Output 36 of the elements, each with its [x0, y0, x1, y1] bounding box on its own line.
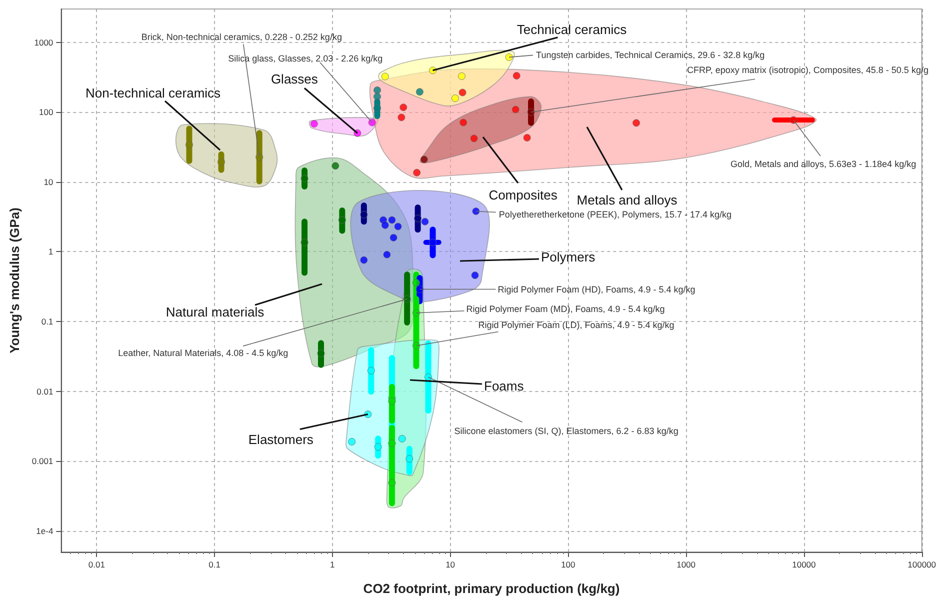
annotation: Leather, Natural Materials, 4.08 - 4.5 kg/kg — [118, 348, 288, 358]
x-tick-label: 100000 — [908, 560, 936, 570]
annotation: Technical ceramics — [516, 22, 628, 37]
annotation: Glasses — [270, 72, 318, 87]
y-tick-label: 1e-4 — [36, 526, 54, 536]
annotation: Brick, Non-technical ceramics, 0.228 - 0.252 kg/kg — [141, 32, 342, 42]
x-tick-label: 0.1 — [208, 560, 221, 570]
annotation: Rigid Polymer Foam (MD), Foams, 4.9 - 5.4 kg/kg — [466, 304, 665, 314]
y-axis-title: Young's modulus (GPa) — [7, 208, 22, 354]
x-tick-label: 1000 — [676, 560, 696, 570]
annotation: Composites — [488, 188, 558, 202]
annotation: Natural materials — [166, 304, 265, 320]
y-tick-label: 10 — [44, 176, 54, 187]
annotation: Metals and alloys — [576, 192, 678, 208]
x-axis-title: CO2 footprint, primary production (kg/kg) — [363, 581, 620, 596]
annotation: Rigid Polymer Foam (LD), Foams, 4.9 - 5.4 kg/kg — [478, 320, 674, 330]
x-tick-label: 100 — [561, 560, 576, 570]
y-tick-label: 1 — [48, 246, 54, 257]
annotation: Tungsten carbides, Technical Ceramics, 29.6 - 32.8 kg/kg — [536, 50, 765, 60]
x-tick-label: 10 — [446, 560, 456, 570]
annotation: Polyetheretherketone (PEEK), Polymers, 15.7 - 17.4 kg/kg — [498, 209, 732, 220]
x-tick-label: 1 — [330, 560, 336, 570]
annotation: Gold, Metals and alloys, 5.63e3 - 1.18e4 kg/kg — [730, 159, 916, 170]
y-tick-label: 0.1 — [41, 316, 54, 327]
x-tick-label: 10000 — [792, 560, 816, 570]
annotation: Non-technical ceramics — [85, 86, 222, 100]
y-tick-label: 1000 — [34, 37, 54, 48]
y-tick-label: 0.01 — [36, 386, 54, 396]
annotation: Rigid Polymer Foam (HD), Foams, 4.9 - 5.4 kg/kg — [498, 284, 696, 294]
y-tick-label: 100 — [38, 107, 54, 118]
annotation: Polymers — [541, 250, 596, 264]
annotation: Silicone elastomers (SI, Q), Elastomers, 6.2 - 6.83 kg/kg — [454, 426, 678, 436]
annotation: Foams — [484, 378, 524, 394]
annotation: Elastomers — [248, 432, 314, 447]
y-tick-label: 0.001 — [32, 456, 54, 466]
x-tick-label: 0.01 — [88, 560, 106, 570]
